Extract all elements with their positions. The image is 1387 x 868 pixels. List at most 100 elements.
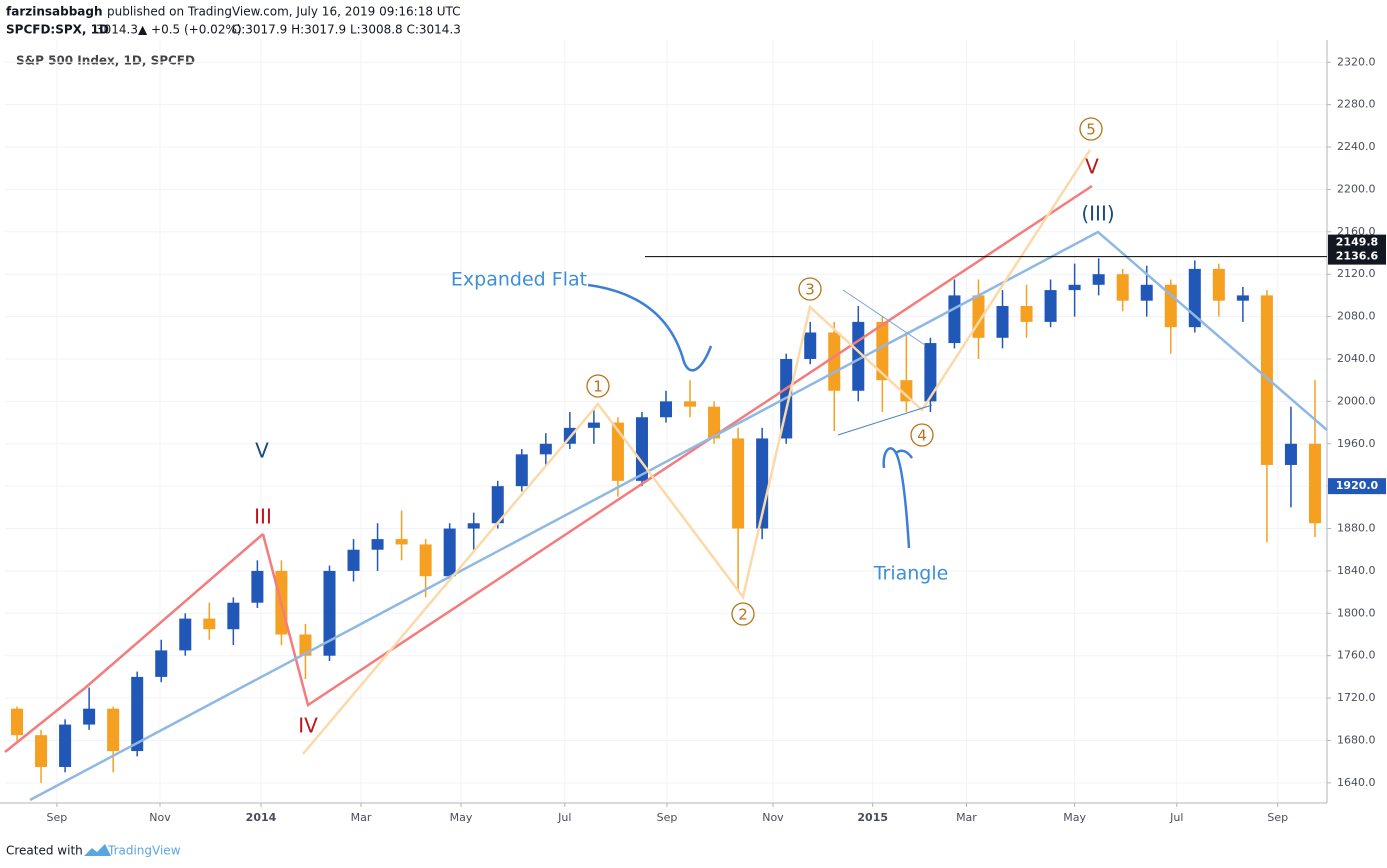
x-tick-label: May <box>1063 811 1086 824</box>
y-tick-label: 1880.0 <box>1337 522 1376 535</box>
candle-body <box>443 528 456 577</box>
candle-body <box>323 570 336 656</box>
triangle-line <box>837 404 933 436</box>
publisher: farzinsabbagh <box>6 5 103 19</box>
x-tick-label: Jul <box>557 811 571 824</box>
x-tick-label: Nov <box>149 811 171 824</box>
wave-label: III <box>254 505 272 529</box>
price-label-bg <box>1328 234 1386 251</box>
x-tick-label: Mar <box>351 811 372 824</box>
price-label: 2136.6 <box>1336 250 1379 263</box>
wave-number: 4 <box>917 427 927 445</box>
y-tick-label: 1840.0 <box>1337 564 1376 577</box>
wave-number: 3 <box>805 281 815 299</box>
y-tick-label: 1640.0 <box>1337 776 1376 789</box>
y-tick-label: 2240.0 <box>1337 140 1376 153</box>
x-tick-label: Sep <box>47 811 68 824</box>
candle-body <box>347 549 360 571</box>
candle-body <box>1212 268 1225 301</box>
candle-body <box>1236 295 1249 301</box>
candle-body <box>515 454 528 487</box>
drawings <box>4 149 1328 802</box>
wave-circle <box>1079 117 1103 141</box>
candle-body <box>35 735 48 767</box>
candle-body <box>251 570 264 603</box>
candle-body <box>395 539 408 545</box>
y-tick-label: 1720.0 <box>1337 691 1376 704</box>
x-tick-label: Sep <box>1267 811 1288 824</box>
y-tick-label: 2000.0 <box>1337 394 1376 407</box>
y-tick-label: 2080.0 <box>1337 310 1376 323</box>
candle-body <box>1044 290 1057 322</box>
y-tick-label: 1960.0 <box>1337 437 1376 450</box>
y-tick-label: 2280.0 <box>1337 98 1376 111</box>
candle-body <box>83 708 96 725</box>
wave-label: (III) <box>1081 202 1114 226</box>
candle-body <box>732 438 745 529</box>
candle-body <box>1284 443 1297 465</box>
candle-body <box>804 332 817 359</box>
y-tick-label: 2320.0 <box>1337 55 1376 68</box>
wave-number: 2 <box>738 606 748 624</box>
symbol: SPCFD:SPX, 1D <box>6 23 109 37</box>
candle-body <box>684 401 697 407</box>
annotations: Expanded Flat Triangle V III IV V (III) <box>254 155 1115 738</box>
wave-label: V <box>255 439 269 463</box>
y-tick-label: 1680.0 <box>1337 733 1376 746</box>
candle-body <box>491 486 504 524</box>
y-tick-label: 2160.0 <box>1337 225 1376 238</box>
price-label: 1920.0 <box>1336 479 1379 492</box>
channel-line <box>4 533 264 753</box>
candle-body <box>227 602 240 630</box>
candle-body <box>11 708 24 736</box>
y-tick-label: 1800.0 <box>1337 606 1376 619</box>
candle-body <box>1260 295 1273 465</box>
wave-circle <box>586 374 610 398</box>
x-tick-label: Nov <box>762 811 784 824</box>
x-tick-label: Jul <box>1169 811 1183 824</box>
price-label-bg <box>1328 248 1386 265</box>
last-price: 3014.3 <box>96 23 138 37</box>
candle-body <box>107 708 120 752</box>
wave-number: 5 <box>1086 121 1096 139</box>
trend-line <box>29 230 1328 802</box>
wave-number: 1 <box>593 378 603 396</box>
triangle-line <box>842 289 926 346</box>
candle-body <box>59 724 72 767</box>
wave-line <box>261 184 1093 708</box>
x-tick-label: 2015 <box>857 811 888 824</box>
candle-body <box>179 618 192 651</box>
candle-body <box>1068 284 1081 291</box>
published: published on TradingView.com, July 16, 2… <box>107 5 461 19</box>
chart-title: S&P 500 Index, 1D, SPCFD <box>16 54 195 68</box>
candle-body <box>131 676 144 752</box>
wave-circle <box>798 277 822 301</box>
change: ▲ +0.5 (+0.02%) <box>138 23 242 37</box>
price-label: 2149.8 <box>1336 236 1378 249</box>
footer-text: Created with <box>6 844 83 858</box>
footer-brand: TradingView <box>107 844 181 858</box>
logo <box>84 844 111 856</box>
candle-body <box>155 650 168 677</box>
candle-body <box>708 406 721 439</box>
annotation: Expanded Flat <box>451 269 587 291</box>
wave-label: IV <box>298 714 318 738</box>
candle-body <box>371 539 384 550</box>
price-label-bg <box>1328 478 1386 495</box>
impulse-line <box>302 149 1092 755</box>
annotation: Triangle <box>873 563 949 585</box>
candle-body <box>876 321 889 381</box>
candle-body <box>924 343 937 402</box>
circled-labels: 1 2 3 4 5 <box>586 117 1103 626</box>
candle-body <box>587 422 600 428</box>
candle-body <box>1092 274 1105 285</box>
y-tick-label: 2120.0 <box>1337 267 1376 280</box>
candle-body <box>996 305 1009 338</box>
candle-body <box>203 618 216 630</box>
y-tick-label: 1760.0 <box>1337 649 1376 662</box>
quote: O:3017.9 H:3017.9 L:3008.8 C:3014.3 <box>232 23 461 37</box>
candle-body <box>1116 274 1129 301</box>
candle-body <box>1140 284 1153 301</box>
